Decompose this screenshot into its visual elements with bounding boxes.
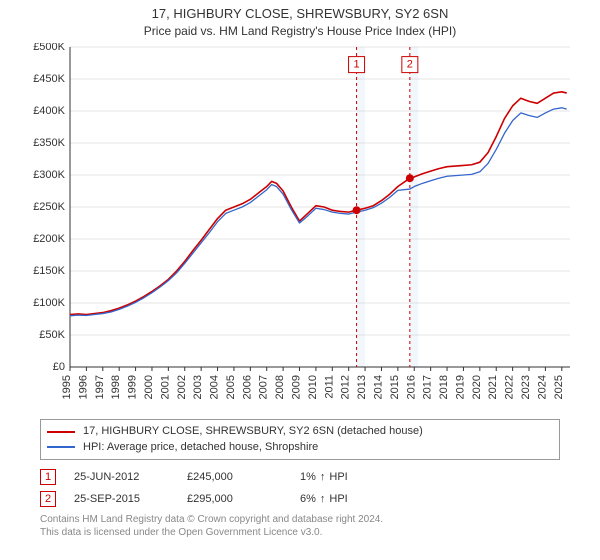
svg-text:2003: 2003 [192, 375, 204, 399]
legend-label: 17, HIGHBURY CLOSE, SHREWSBURY, SY2 6SN … [83, 424, 423, 439]
transaction-hpi-delta: 6%↑HPI [300, 493, 395, 505]
svg-text:2021: 2021 [487, 375, 499, 399]
svg-text:£500K: £500K [33, 43, 65, 53]
svg-text:£50K: £50K [39, 329, 65, 341]
legend-item: HPI: Average price, detached house, Shro… [47, 440, 553, 455]
svg-text:2: 2 [407, 59, 413, 71]
svg-text:£400K: £400K [33, 105, 65, 117]
svg-text:£0: £0 [53, 361, 65, 373]
legend-swatch [47, 446, 75, 448]
svg-text:2001: 2001 [159, 375, 171, 399]
svg-text:2014: 2014 [372, 375, 384, 399]
transaction-date: 25-SEP-2015 [74, 493, 169, 505]
svg-text:2002: 2002 [176, 375, 188, 399]
svg-text:2011: 2011 [323, 375, 335, 399]
svg-text:2010: 2010 [307, 375, 319, 399]
svg-text:£150K: £150K [33, 265, 65, 277]
transaction-price: £295,000 [187, 493, 282, 505]
arrow-up-icon: ↑ [320, 493, 326, 505]
legend: 17, HIGHBURY CLOSE, SHREWSBURY, SY2 6SN … [40, 419, 560, 460]
svg-text:1995: 1995 [61, 375, 73, 399]
price-vs-hpi-chart: £0 £50K £100K £150K £200K £250K £300K £350K £400… [20, 43, 580, 413]
footnote-line: This data is licensed under the Open Gov… [40, 527, 560, 540]
svg-text:2016: 2016 [405, 375, 417, 399]
svg-text:£450K: £450K [33, 73, 65, 85]
transaction-row: 1 25-JUN-2012 £245,000 1%↑HPI [40, 466, 560, 488]
transaction-date: 25-JUN-2012 [74, 471, 169, 483]
svg-text:1997: 1997 [94, 375, 106, 399]
transactions-table: 1 25-JUN-2012 £245,000 1%↑HPI 2 25-SEP-2015 £2… [40, 466, 560, 510]
svg-text:1996: 1996 [77, 375, 89, 399]
svg-text:1: 1 [353, 59, 359, 71]
svg-text:1998: 1998 [110, 375, 122, 399]
legend-label: HPI: Average price, detached house, Shro… [83, 440, 318, 455]
transaction-marker: 2 [40, 491, 56, 507]
arrow-up-icon: ↑ [320, 471, 326, 483]
svg-text:£250K: £250K [33, 201, 65, 213]
svg-text:£350K: £350K [33, 137, 65, 149]
svg-text:£100K: £100K [33, 297, 65, 309]
svg-text:2009: 2009 [291, 375, 303, 399]
legend-swatch [47, 431, 75, 433]
svg-text:£200K: £200K [33, 233, 65, 245]
footnote-line: Contains HM Land Registry data © Crown c… [40, 514, 560, 527]
svg-text:2007: 2007 [258, 375, 270, 399]
transaction-row: 2 25-SEP-2015 £295,000 6%↑HPI [40, 488, 560, 510]
svg-text:2000: 2000 [143, 375, 155, 399]
svg-text:2006: 2006 [241, 375, 253, 399]
transaction-price: £245,000 [187, 471, 282, 483]
svg-text:2018: 2018 [438, 375, 450, 399]
svg-text:2022: 2022 [504, 375, 516, 399]
svg-text:2020: 2020 [471, 375, 483, 399]
svg-text:2015: 2015 [389, 375, 401, 399]
svg-text:2012: 2012 [340, 375, 352, 399]
svg-text:2013: 2013 [356, 375, 368, 399]
chart-subtitle: Price paid vs. HM Land Registry's House … [10, 24, 590, 39]
chart-title: 17, HIGHBURY CLOSE, SHREWSBURY, SY2 6SN [10, 6, 590, 22]
svg-text:1999: 1999 [127, 375, 139, 399]
svg-text:2025: 2025 [553, 375, 565, 399]
svg-text:2004: 2004 [209, 375, 221, 399]
svg-text:2023: 2023 [520, 375, 532, 399]
svg-text:2005: 2005 [225, 375, 237, 399]
transaction-marker: 1 [40, 469, 56, 485]
svg-text:2024: 2024 [536, 375, 548, 399]
transaction-hpi-delta: 1%↑HPI [300, 471, 395, 483]
footnote: Contains HM Land Registry data © Crown c… [40, 514, 560, 539]
chart-container: 17, HIGHBURY CLOSE, SHREWSBURY, SY2 6SN … [0, 0, 600, 560]
svg-text:2019: 2019 [454, 375, 466, 399]
svg-text:£300K: £300K [33, 169, 65, 181]
legend-item: 17, HIGHBURY CLOSE, SHREWSBURY, SY2 6SN … [47, 424, 553, 439]
svg-text:2008: 2008 [274, 375, 286, 399]
svg-text:2017: 2017 [422, 375, 434, 399]
